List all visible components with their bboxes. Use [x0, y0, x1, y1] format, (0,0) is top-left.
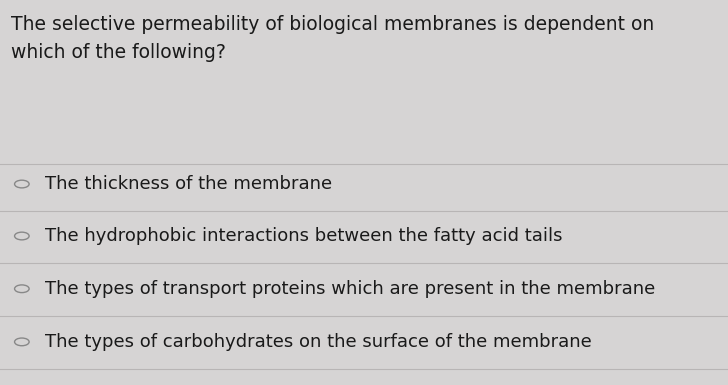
- Text: The types of carbohydrates on the surface of the membrane: The types of carbohydrates on the surfac…: [45, 333, 592, 351]
- Text: The selective permeability of biological membranes is dependent on
which of the : The selective permeability of biological…: [11, 15, 654, 62]
- Text: The hydrophobic interactions between the fatty acid tails: The hydrophobic interactions between the…: [45, 227, 563, 245]
- Text: The types of transport proteins which are present in the membrane: The types of transport proteins which ar…: [45, 280, 655, 298]
- Text: The thickness of the membrane: The thickness of the membrane: [45, 175, 332, 193]
